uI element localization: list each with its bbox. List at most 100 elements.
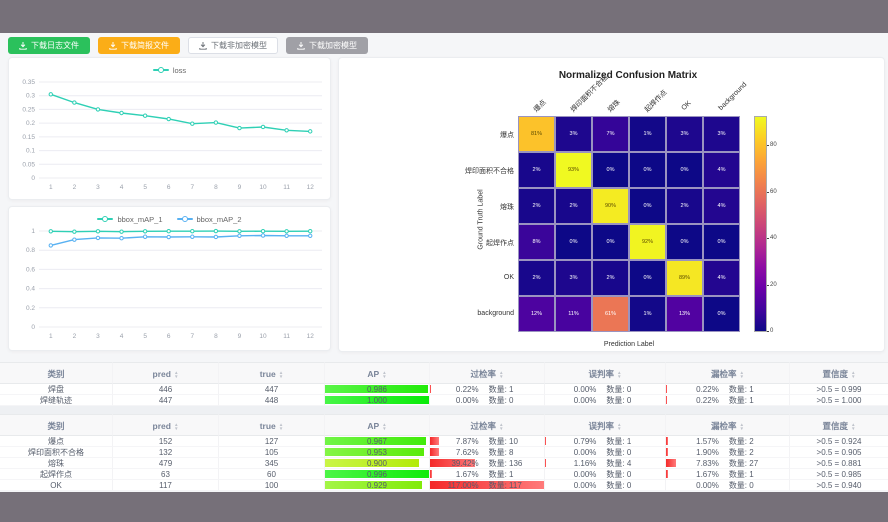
rate-value: 1.67% [696,470,719,479]
matrix-cell-5-4: 13% [666,296,703,332]
ap-cell: 0.929 [325,480,430,491]
class-cell-value: 焊印面积不合格 [28,448,84,457]
column-header-误判率[interactable]: 误判率 ▲ ▼ [545,414,666,436]
column-header-误判率[interactable]: 误判率 ▲ ▼ [545,362,666,384]
rate-bar [430,481,544,489]
confidence-cell-value: >0.5 = 0.881 [816,459,862,468]
legend-item-bbox_mAP_1[interactable]: bbox_mAP_1 [97,213,163,225]
column-header-AP[interactable]: AP ▲ ▼ [325,362,430,384]
rate-count: 数量: 1 [728,470,754,479]
colorbar [754,116,767,332]
column-header-过检率[interactable]: 过检率 ▲ ▼ [430,414,545,436]
ap-cell-value: 1.000 [366,396,388,405]
column-header-true[interactable]: true ▲ ▼ [219,362,325,384]
download-unencrypted-model-button[interactable]: 下载非加密模型 [188,37,278,54]
svg-text:4: 4 [120,333,124,340]
class-cell-value: 焊盘 [48,385,64,394]
matrix-cell-5-3: 1% [629,296,666,332]
download-icon [297,41,305,50]
rate-count: 数量: 0 [606,385,632,394]
ap-cell-value: 0.953 [366,448,388,457]
sort-caret-icon[interactable]: ▲ ▼ [173,422,179,431]
matrix-column-label: OK [680,99,693,112]
column-header-置信度[interactable]: 置信度 ▲ ▼ [790,414,888,436]
column-header-置信度[interactable]: 置信度 ▲ ▼ [790,362,888,384]
column-header-漏检率[interactable]: 漏检率 ▲ ▼ [666,362,790,384]
download-report-button[interactable]: 下载简报文件 [98,37,180,54]
matrix-cell-0-1: 3% [555,116,592,152]
class-cell: 焊印面积不合格 [0,447,113,458]
svg-text:8: 8 [214,184,218,191]
rate-value: 0.00% [573,396,597,405]
overdetect-cell: 39.42% 数量: 136 [430,458,545,469]
svg-text:0.4: 0.4 [26,286,35,293]
legend-item-bbox_mAP_2[interactable]: bbox_mAP_2 [176,213,242,225]
svg-text:2: 2 [73,184,77,191]
matrix-cell-2-3: 0% [629,188,666,224]
sort-caret-icon[interactable]: ▲ ▼ [173,370,179,379]
ap-cell-value: 0.967 [366,437,388,446]
sort-caret-icon[interactable]: ▲ ▼ [739,422,745,431]
sort-caret-icon[interactable]: ▲ ▼ [616,370,622,379]
ap-cell: 0.953 [325,447,430,458]
column-header-pred[interactable]: pred ▲ ▼ [113,362,219,384]
sort-caret-icon[interactable]: ▲ ▼ [498,422,504,431]
column-header-pred[interactable]: pred ▲ ▼ [113,414,219,436]
legend-line-marker-icon [97,216,114,222]
matrix-cell-3-5: 0% [703,224,740,260]
matrix-cell-3-3: 92% [629,224,666,260]
rate-count: 数量: 4 [606,459,632,468]
miss-cell: 7.83% 数量: 27 [666,458,790,469]
column-header-true[interactable]: true ▲ ▼ [219,414,325,436]
column-header-过检率[interactable]: 过检率 ▲ ▼ [430,362,545,384]
download-encrypted-model-button[interactable]: 下载加密模型 [286,37,368,54]
matrix-row-label: 起焊作点 [486,240,514,247]
matrix-cell-0-3: 1% [629,116,666,152]
legend-label: loss [172,65,187,75]
rate-bar [430,459,475,467]
sort-caret-icon[interactable]: ▲ ▼ [739,370,745,379]
sort-caret-icon[interactable]: ▲ ▼ [850,370,856,379]
ap-bar [325,385,428,393]
confidence-cell-value: >0.5 = 0.985 [816,470,862,479]
column-header-AP[interactable]: AP ▲ ▼ [325,414,430,436]
rate-bar [430,385,432,393]
confidence-cell-value: >0.5 = 1.000 [816,396,862,405]
legend-item-loss[interactable]: loss [152,64,187,76]
sort-caret-icon[interactable]: ▲ ▼ [382,370,387,379]
svg-text:0.25: 0.25 [22,106,35,113]
sort-caret-icon[interactable]: ▲ ▼ [498,370,504,379]
matrix-row-label: OK [503,274,514,281]
colorbar-tick: 60 [767,188,777,195]
sort-caret-icon[interactable]: ▲ ▼ [850,422,856,431]
matrix-column-label: 爆点 [532,98,548,114]
column-header-类别: 类别 [0,414,113,436]
column-header-漏检率[interactable]: 漏检率 ▲ ▼ [666,414,790,436]
class-cell: 焊盘 [0,384,113,395]
matrix-cell-2-2: 90% [592,188,629,224]
sort-caret-icon[interactable]: ▲ ▼ [382,422,387,431]
svg-text:0.6: 0.6 [26,266,35,273]
overdetect-cell: 7.62% 数量: 8 [430,447,545,458]
pred-cell-value: 117 [159,481,172,490]
svg-text:1: 1 [31,228,35,235]
class-cell-value: 焊缝轨迹 [40,396,72,405]
rate-value: 0.00% [696,481,719,490]
column-header-label: 漏检率 [710,421,737,431]
rate-bar [666,385,668,393]
class-cell: 爆点 [0,436,113,447]
sort-caret-icon[interactable]: ▲ ▼ [278,422,284,431]
matrix-cell-5-0: 12% [518,296,555,332]
sort-caret-icon[interactable]: ▲ ▼ [278,370,284,379]
svg-text:7: 7 [190,184,194,191]
svg-text:4: 4 [120,184,124,191]
rate-count: 数量: 0 [606,470,632,479]
confusion-matrix-xlabel: Prediction Label [603,341,655,348]
download-log-button[interactable]: 下载日志文件 [8,37,90,54]
sort-caret-icon[interactable]: ▲ ▼ [616,422,622,431]
ap-cell: 1.000 [325,395,430,406]
pred-cell: 446 [113,384,219,395]
confidence-cell: >0.5 = 0.940 [790,480,888,491]
rate-value: 117.00% [447,481,479,490]
rate-count: 数量: 0 [488,396,514,405]
